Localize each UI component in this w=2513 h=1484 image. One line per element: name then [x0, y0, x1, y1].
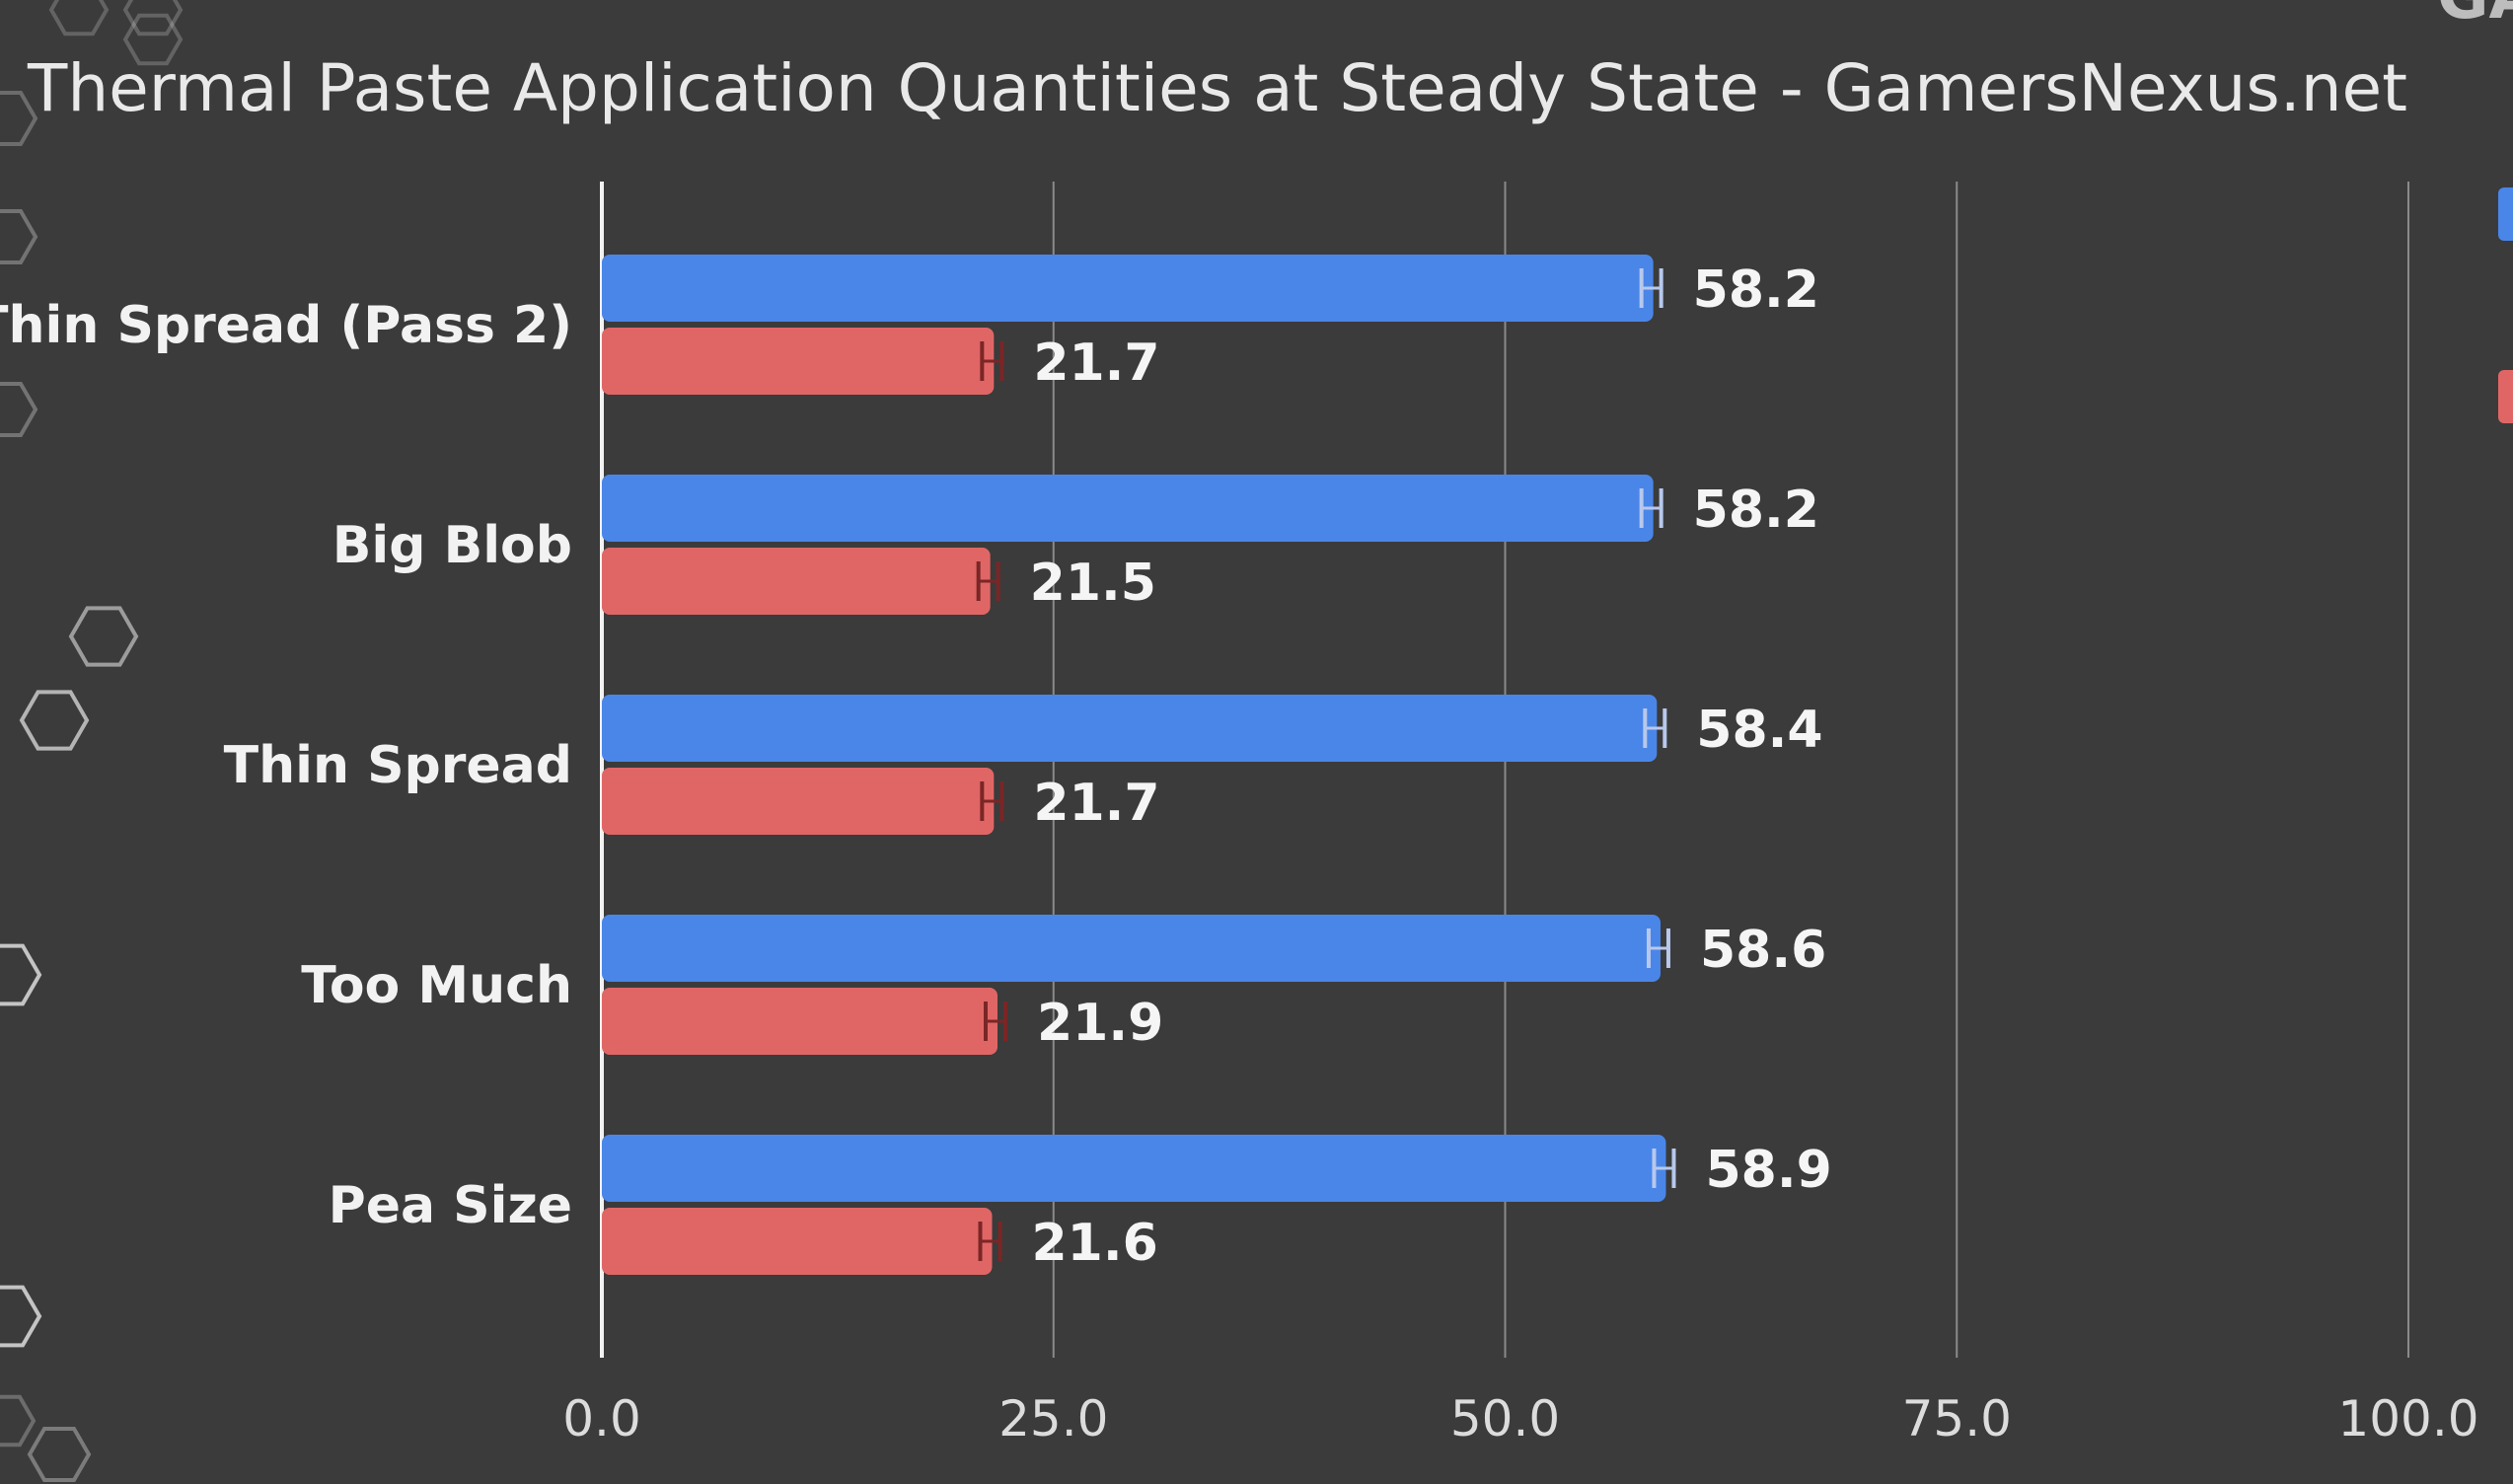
watermark-logo-text: GA: [2437, 0, 2513, 34]
labels-layer: 0.0 25.0 50.0 75.0 100.0 Thin Spread (Pass 2)…: [0, 260, 2479, 1447]
value-label: 58.6: [1700, 921, 1826, 980]
hexagon-decoration: [122, 0, 184, 37]
bar: [602, 768, 995, 835]
hexagon-decoration: [19, 690, 90, 751]
value-label: 21.7: [1033, 774, 1159, 833]
legend: [2498, 187, 2513, 423]
bars-layer: [602, 255, 1676, 1275]
bar: [602, 988, 998, 1055]
category-label: Big Blob: [333, 516, 572, 575]
value-label: 58.9: [1705, 1141, 1831, 1200]
hexagon-decoration: [68, 606, 139, 667]
x-tick-label: 50.0: [1450, 1390, 1560, 1447]
x-tick-label: 75.0: [1902, 1390, 2012, 1447]
hexagon-decoration: [27, 1427, 92, 1482]
bar: [602, 1208, 993, 1275]
value-label: 21.5: [1030, 554, 1156, 613]
bar: [602, 915, 1661, 982]
hexagon-decoration: [0, 943, 42, 1006]
hexagon-decoration: [48, 0, 110, 37]
hexagon-decoration: [0, 1394, 37, 1447]
bar: [602, 695, 1658, 762]
x-tick-label: 100.0: [2337, 1390, 2478, 1447]
hexagon-decoration: [0, 91, 38, 146]
bar: [602, 475, 1654, 542]
legend-swatch: [2498, 187, 2513, 241]
category-label: Thin Spread (Pass 2): [0, 296, 572, 355]
bar: [602, 255, 1654, 322]
hexagon-decoration: [0, 1285, 42, 1348]
category-label: Pea Size: [329, 1176, 572, 1235]
category-label: Thin Spread: [224, 736, 572, 795]
hexagon-decoration: [0, 382, 38, 437]
bar: [602, 328, 995, 395]
x-tick-label: 0.0: [562, 1390, 641, 1447]
hexagon-decoration: [122, 13, 184, 66]
legend-swatch: [2498, 370, 2513, 423]
value-label: 58.4: [1696, 701, 1822, 760]
value-label: 21.9: [1037, 994, 1163, 1053]
value-label: 21.6: [1031, 1214, 1157, 1273]
bar: [602, 548, 991, 615]
value-label: 58.2: [1693, 260, 1819, 320]
chart-title: Thermal Paste Application Quantities at …: [27, 50, 2407, 126]
hexagon-pattern-decoration: [0, 0, 184, 1482]
value-label: 21.7: [1033, 334, 1159, 393]
x-tick-label: 25.0: [998, 1390, 1108, 1447]
hexagon-decoration: [0, 209, 38, 264]
value-label: 58.2: [1693, 481, 1819, 540]
category-label: Too Much: [301, 956, 572, 1015]
bar: [602, 1135, 1666, 1202]
